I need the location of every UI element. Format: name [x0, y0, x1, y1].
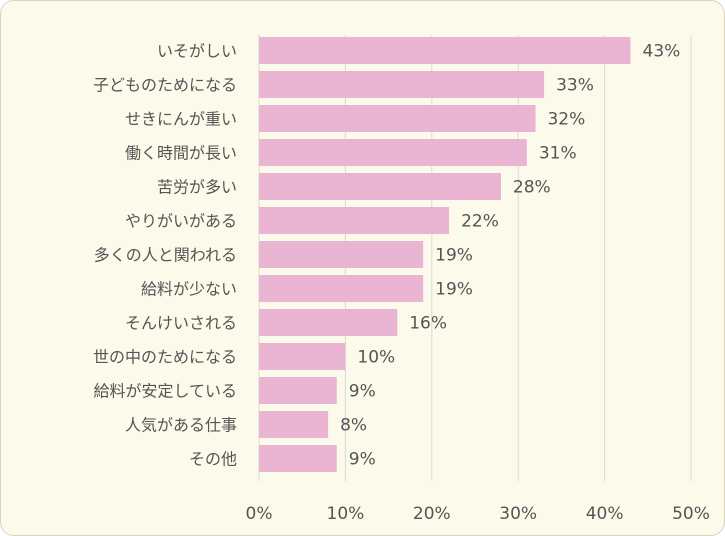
value-label: 33% — [556, 76, 594, 96]
category-label: そんけいされる — [125, 314, 237, 333]
value-label: 10% — [357, 348, 395, 368]
x-tick-label: 40% — [586, 504, 624, 524]
category-label: 給料が少ない — [141, 280, 237, 299]
bar — [259, 445, 337, 472]
bar — [259, 411, 329, 438]
category-label: 世の中のためになる — [93, 348, 237, 367]
x-tick-label: 0% — [246, 504, 273, 524]
category-label: いそがしい — [157, 42, 237, 61]
x-tick-label: 50% — [672, 504, 710, 524]
bar — [259, 275, 424, 302]
category-label: その他 — [189, 450, 237, 469]
value-label: 19% — [435, 246, 473, 266]
x-tick-label: 30% — [499, 504, 537, 524]
bar — [259, 71, 545, 98]
value-label: 22% — [461, 212, 499, 232]
bar — [259, 241, 424, 268]
bar — [259, 105, 536, 132]
category-label: せきにんが重い — [125, 110, 237, 129]
category-label: 人気がある仕事 — [125, 416, 237, 435]
bar — [259, 377, 337, 404]
bar — [259, 173, 501, 200]
value-label: 8% — [340, 416, 367, 436]
category-label: 苦労が多い — [157, 178, 237, 197]
category-label: 子どものためになる — [93, 76, 237, 95]
value-label: 9% — [349, 382, 376, 402]
value-label: 9% — [349, 450, 376, 470]
value-label: 16% — [409, 314, 447, 334]
value-label: 19% — [435, 280, 473, 300]
x-tick-label: 20% — [413, 504, 451, 524]
x-tick-label: 10% — [327, 504, 365, 524]
bar — [259, 139, 527, 166]
bar — [259, 207, 450, 234]
category-label: やりがいがある — [125, 212, 237, 231]
bar — [259, 309, 398, 336]
value-label: 28% — [513, 178, 551, 198]
category-label: 働く時間が長い — [125, 144, 237, 163]
bar — [259, 343, 346, 370]
category-label: 給料が安定している — [93, 382, 237, 401]
value-label: 43% — [643, 42, 681, 62]
category-label: 多くの人と関われる — [94, 246, 237, 265]
bar — [259, 37, 631, 64]
value-label: 31% — [539, 144, 577, 164]
value-label: 32% — [547, 110, 585, 130]
